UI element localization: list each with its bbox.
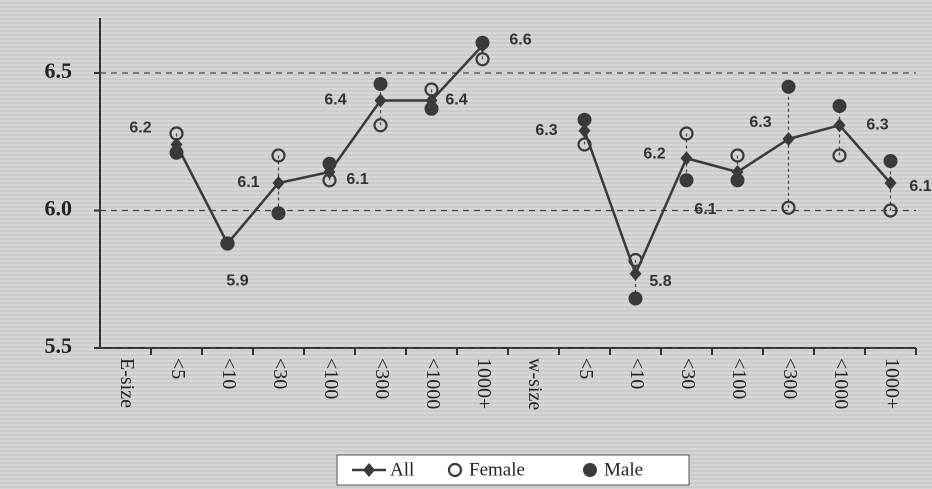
open-circle-marker (577, 137, 592, 152)
filled-circle-marker (832, 99, 847, 113)
open-circle-marker (883, 203, 898, 218)
x-tick-label: <100 (728, 358, 750, 399)
x-tick-label: <300 (371, 358, 393, 399)
diamond-marker (323, 165, 336, 179)
x-tick-label: <30 (677, 358, 699, 389)
open-circle-marker (730, 148, 745, 163)
data-label: 5.8 (649, 273, 671, 290)
diamond-marker (731, 165, 744, 179)
x-tick-label: <5 (575, 358, 597, 379)
filled-circle-marker (271, 206, 286, 221)
diamond-marker (374, 93, 387, 108)
data-label: 6.1 (694, 201, 716, 218)
legend-label: Male (604, 459, 643, 480)
y-tick-label: 6.5 (45, 58, 73, 83)
data-label: 6.1 (346, 171, 368, 188)
x-tick-label: <100 (320, 358, 342, 399)
x-tick-label: <1000 (422, 358, 444, 409)
diamond-marker (272, 176, 285, 190)
open-circle-marker (628, 252, 643, 268)
data-label: 6.4 (324, 92, 346, 109)
x-tick-label: <10 (626, 358, 648, 389)
diamond-marker (884, 176, 897, 190)
open-circle-marker (832, 148, 847, 163)
open-circle-marker (447, 462, 463, 478)
diamond-marker (221, 236, 234, 251)
data-label: 6.3 (535, 122, 557, 139)
x-tick-label: w-size (524, 358, 546, 410)
diamond-marker (782, 132, 795, 146)
filled-circle-marker (424, 101, 439, 116)
x-tick-label: <30 (269, 358, 291, 389)
open-circle-marker (271, 148, 286, 163)
x-tick-label: 1000+ (881, 358, 903, 409)
legend-label: All (390, 459, 414, 480)
legend-label: Female (469, 459, 525, 480)
filled-circle-marker (583, 463, 597, 477)
data-label: 6.4 (445, 92, 467, 109)
x-tick-label: <10 (218, 358, 240, 389)
x-tick-label: E-size (116, 358, 138, 408)
diamond-marker (578, 123, 591, 138)
diamond-marker (425, 93, 438, 108)
filled-circle-marker (322, 156, 337, 171)
open-circle-marker (781, 200, 796, 215)
data-label: 6.1 (909, 178, 931, 195)
y-tick-label: 5.5 (45, 333, 73, 358)
filled-circle-marker (373, 77, 388, 91)
legend-box (336, 454, 690, 486)
data-label: 6.2 (129, 120, 151, 137)
y-tick-label: 6.0 (45, 196, 73, 221)
open-circle-marker (373, 118, 388, 133)
x-tick-label: <300 (779, 358, 801, 399)
open-circle-marker (475, 52, 490, 67)
data-label: 6.3 (866, 116, 888, 133)
open-circle-marker (679, 126, 694, 141)
filled-circle-marker (781, 79, 796, 94)
diamond-marker (476, 38, 489, 53)
data-label: 5.9 (226, 273, 248, 290)
data-label: 6.6 (509, 32, 531, 49)
x-tick-label: <5 (167, 358, 189, 379)
diamond-marker (170, 137, 183, 152)
filled-circle-marker (577, 112, 592, 127)
filled-circle-marker (169, 145, 184, 160)
filled-circle-marker (628, 291, 643, 306)
filled-circle-marker (883, 154, 898, 168)
x-tick-label: 1000+ (473, 358, 495, 409)
filled-circle-marker (730, 173, 745, 188)
filled-circle-marker (679, 173, 694, 188)
diamond-marker (363, 463, 375, 477)
data-label: 6.1 (237, 174, 259, 191)
diamond-marker (680, 151, 693, 166)
x-tick-label: <1000 (830, 358, 852, 409)
diamond-marker (833, 118, 846, 133)
data-label: 6.3 (749, 114, 771, 131)
diamond-marker (629, 266, 642, 281)
data-label: 6.2 (643, 145, 665, 162)
